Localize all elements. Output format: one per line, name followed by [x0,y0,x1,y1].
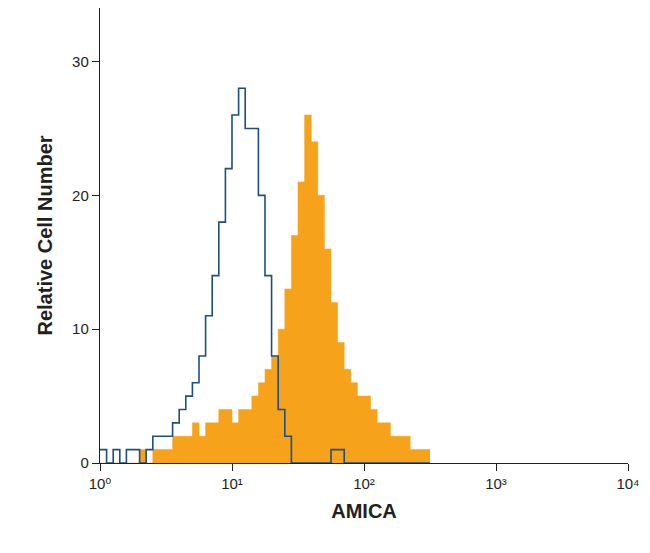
svg-text:10³: 10³ [485,475,507,492]
svg-text:10²: 10² [353,475,375,492]
svg-text:10⁰: 10⁰ [89,475,112,492]
svg-text:30: 30 [72,53,89,70]
svg-text:20: 20 [72,187,89,204]
svg-text:10: 10 [72,320,89,337]
svg-text:0: 0 [80,454,88,471]
svg-text:10⁴: 10⁴ [616,475,639,492]
svg-text:Relative Cell Number: Relative Cell Number [34,135,56,335]
svg-text:10¹: 10¹ [221,475,243,492]
svg-text:AMICA: AMICA [331,500,397,522]
